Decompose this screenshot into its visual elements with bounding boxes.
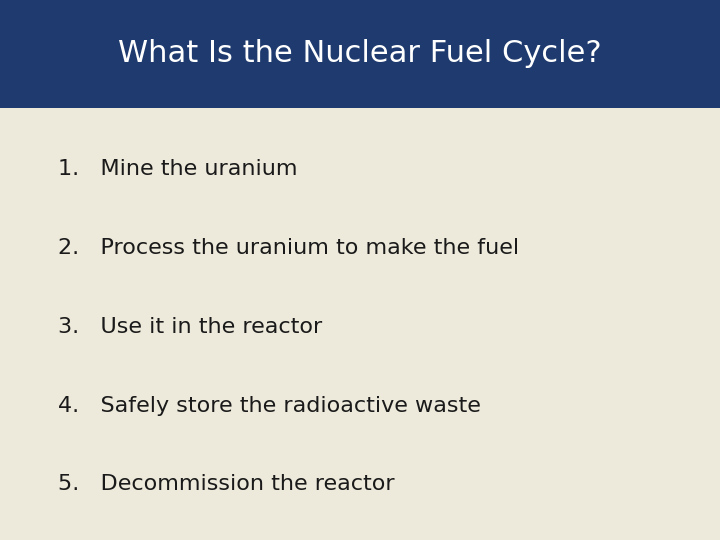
Bar <box>0 0 720 108</box>
Text: 5.   Decommission the reactor: 5. Decommission the reactor <box>58 474 395 495</box>
Text: 1.   Mine the uranium: 1. Mine the uranium <box>58 159 297 179</box>
Text: 3.   Use it in the reactor: 3. Use it in the reactor <box>58 316 322 337</box>
Text: What Is the Nuclear Fuel Cycle?: What Is the Nuclear Fuel Cycle? <box>118 39 602 69</box>
Text: 2.   Process the uranium to make the fuel: 2. Process the uranium to make the fuel <box>58 238 518 258</box>
Text: 4.   Safely store the radioactive waste: 4. Safely store the radioactive waste <box>58 395 480 416</box>
